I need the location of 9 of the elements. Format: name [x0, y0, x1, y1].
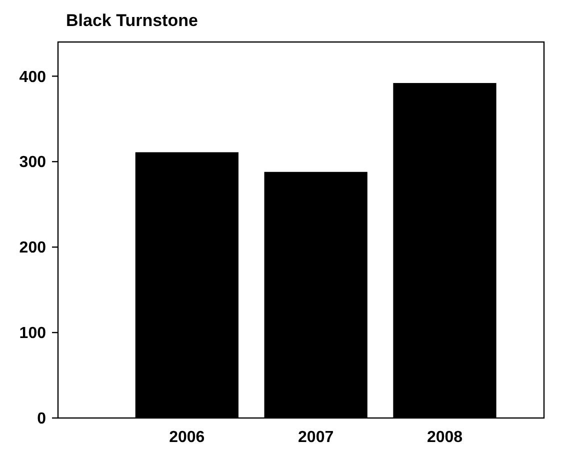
y-tick-label: 0 [37, 410, 46, 428]
y-tick-label: 100 [19, 325, 46, 342]
x-tick-label: 2008 [426, 429, 463, 446]
y-tick-label: 300 [19, 154, 46, 172]
x-tick-label: 2007 [298, 429, 334, 446]
y-tick-label: 400 [19, 68, 46, 86]
chart-title: Black Turnstone [66, 11, 198, 30]
y-tick-label: 200 [19, 240, 46, 257]
x-tick-label: 2006 [169, 429, 205, 446]
